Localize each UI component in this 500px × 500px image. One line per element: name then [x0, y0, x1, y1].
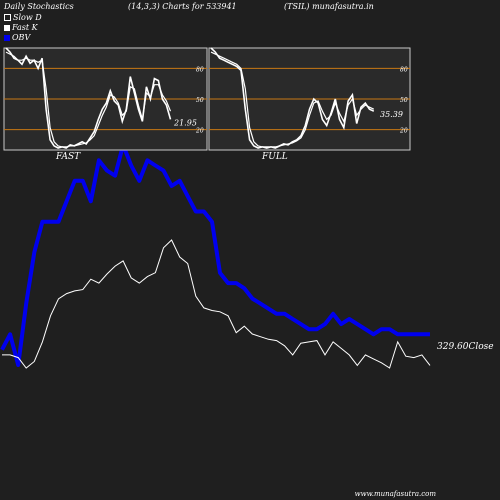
legend-swatch-fast-k — [4, 24, 10, 31]
full-stochastic-panel: 80 50 20 35.39 — [208, 47, 411, 151]
chart-title: Daily Stochastics — [4, 2, 74, 11]
fast-slow-d-line — [5, 51, 172, 148]
legend-label-obv: OBV — [12, 33, 31, 42]
fast-tick-label-80: 80 — [196, 66, 204, 73]
legend-label-slow-d: Slow D — [13, 13, 42, 22]
chart-params: (14,3,3) Charts for 533941 — [128, 2, 237, 11]
close-price-label: 329.60Close — [437, 342, 494, 352]
full-panel-title: FULL — [262, 152, 288, 162]
fast-last-value-label: 21.95 — [173, 118, 197, 127]
legend-swatch-obv — [4, 34, 10, 41]
close-series-line — [2, 239, 431, 369]
full-tick-label-80: 80 — [400, 66, 408, 73]
footer-url: www.munafasutra.com — [354, 490, 436, 498]
price-obv-chart — [0, 143, 431, 369]
legend-label-fast-k: Fast K — [12, 23, 38, 32]
full-slow-d-line — [210, 51, 375, 148]
chart-symbol: (TSIL) munafasutra.in — [284, 2, 374, 11]
full-tick-label-50: 50 — [400, 97, 408, 104]
full-tick-label-20: 20 — [399, 128, 408, 135]
legend-item-slow-d: Slow D — [4, 13, 42, 22]
legend-item-obv: OBV — [4, 33, 30, 42]
legend-swatch-slow-d — [4, 14, 11, 21]
fast-tick-label-50: 50 — [196, 97, 204, 104]
legend-item-fast-k: Fast K — [4, 23, 38, 32]
fast-tick-label-20: 20 — [195, 128, 204, 135]
fast-panel-title: FAST — [56, 152, 81, 162]
full-last-value-label: 35.39 — [380, 110, 403, 119]
obv-series-line — [0, 143, 430, 367]
